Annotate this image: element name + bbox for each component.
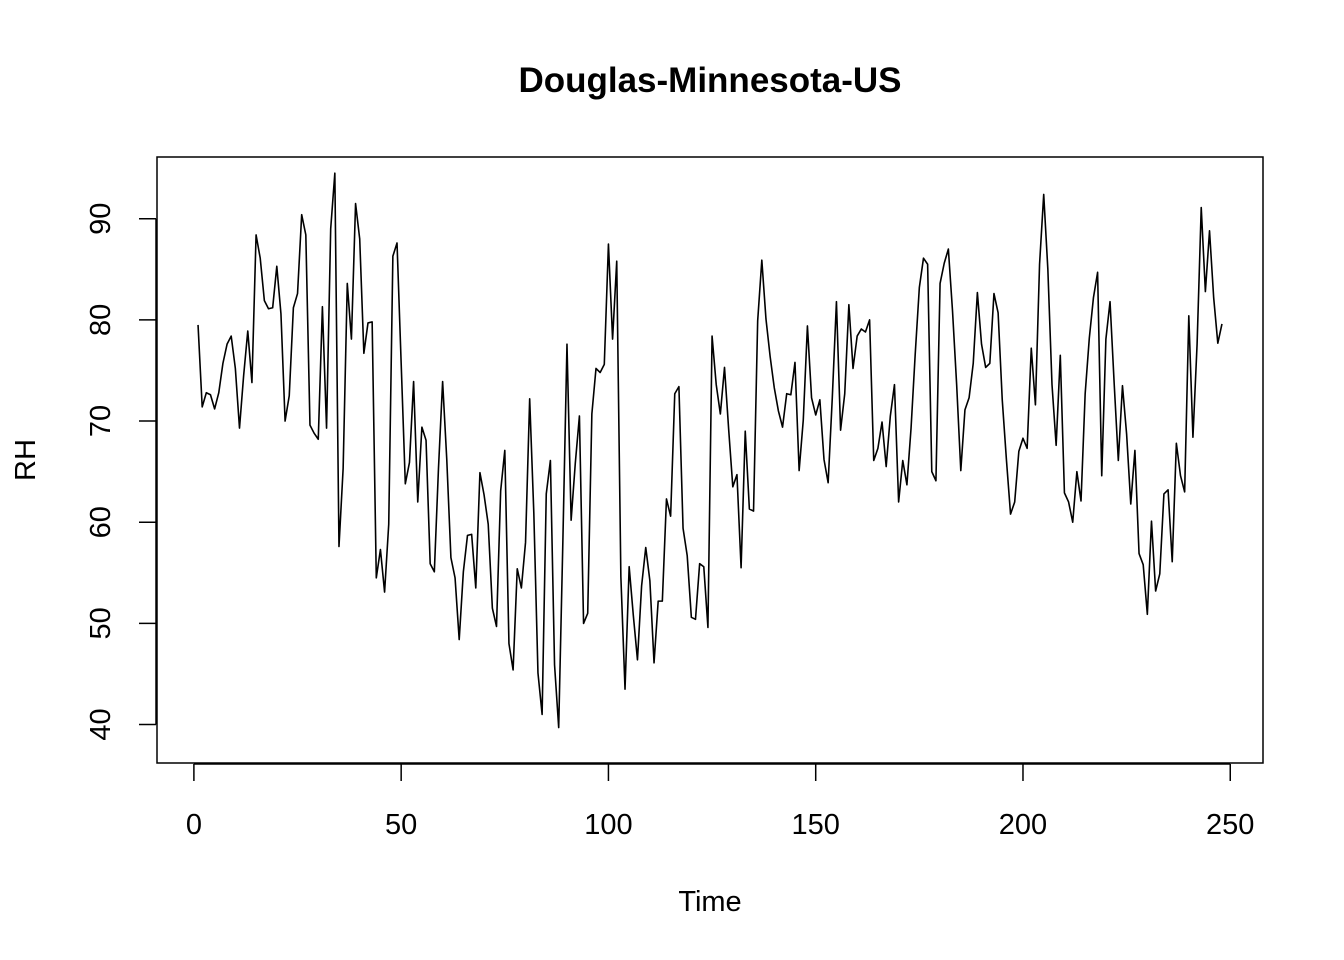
x-axis: 0 50 100 150 200 250 [186,763,1254,841]
x-axis-title: Time [678,886,741,918]
series-layer [197,172,1223,729]
y-tick-label: 60 [85,506,117,538]
x-tick-label: 150 [792,809,840,841]
x-tick-label: 50 [385,809,417,841]
y-axis: 40 50 60 70 80 90 [85,203,157,741]
y-axis-title: RH [10,439,42,481]
x-tick-label: 200 [999,809,1047,841]
y-tick-label: 70 [85,405,117,437]
y-tick-label: 90 [85,203,117,235]
x-tick-label: 250 [1206,809,1254,841]
x-tick-label: 0 [186,809,202,841]
x-tick-label: 100 [584,809,632,841]
plot-frame [156,156,1264,764]
chart-title: Douglas-Minnesota-US [518,61,901,100]
series-line [197,172,1223,729]
y-tick-label: 80 [85,304,117,336]
y-tick-label: 50 [85,607,117,639]
y-tick-label: 40 [85,708,117,740]
